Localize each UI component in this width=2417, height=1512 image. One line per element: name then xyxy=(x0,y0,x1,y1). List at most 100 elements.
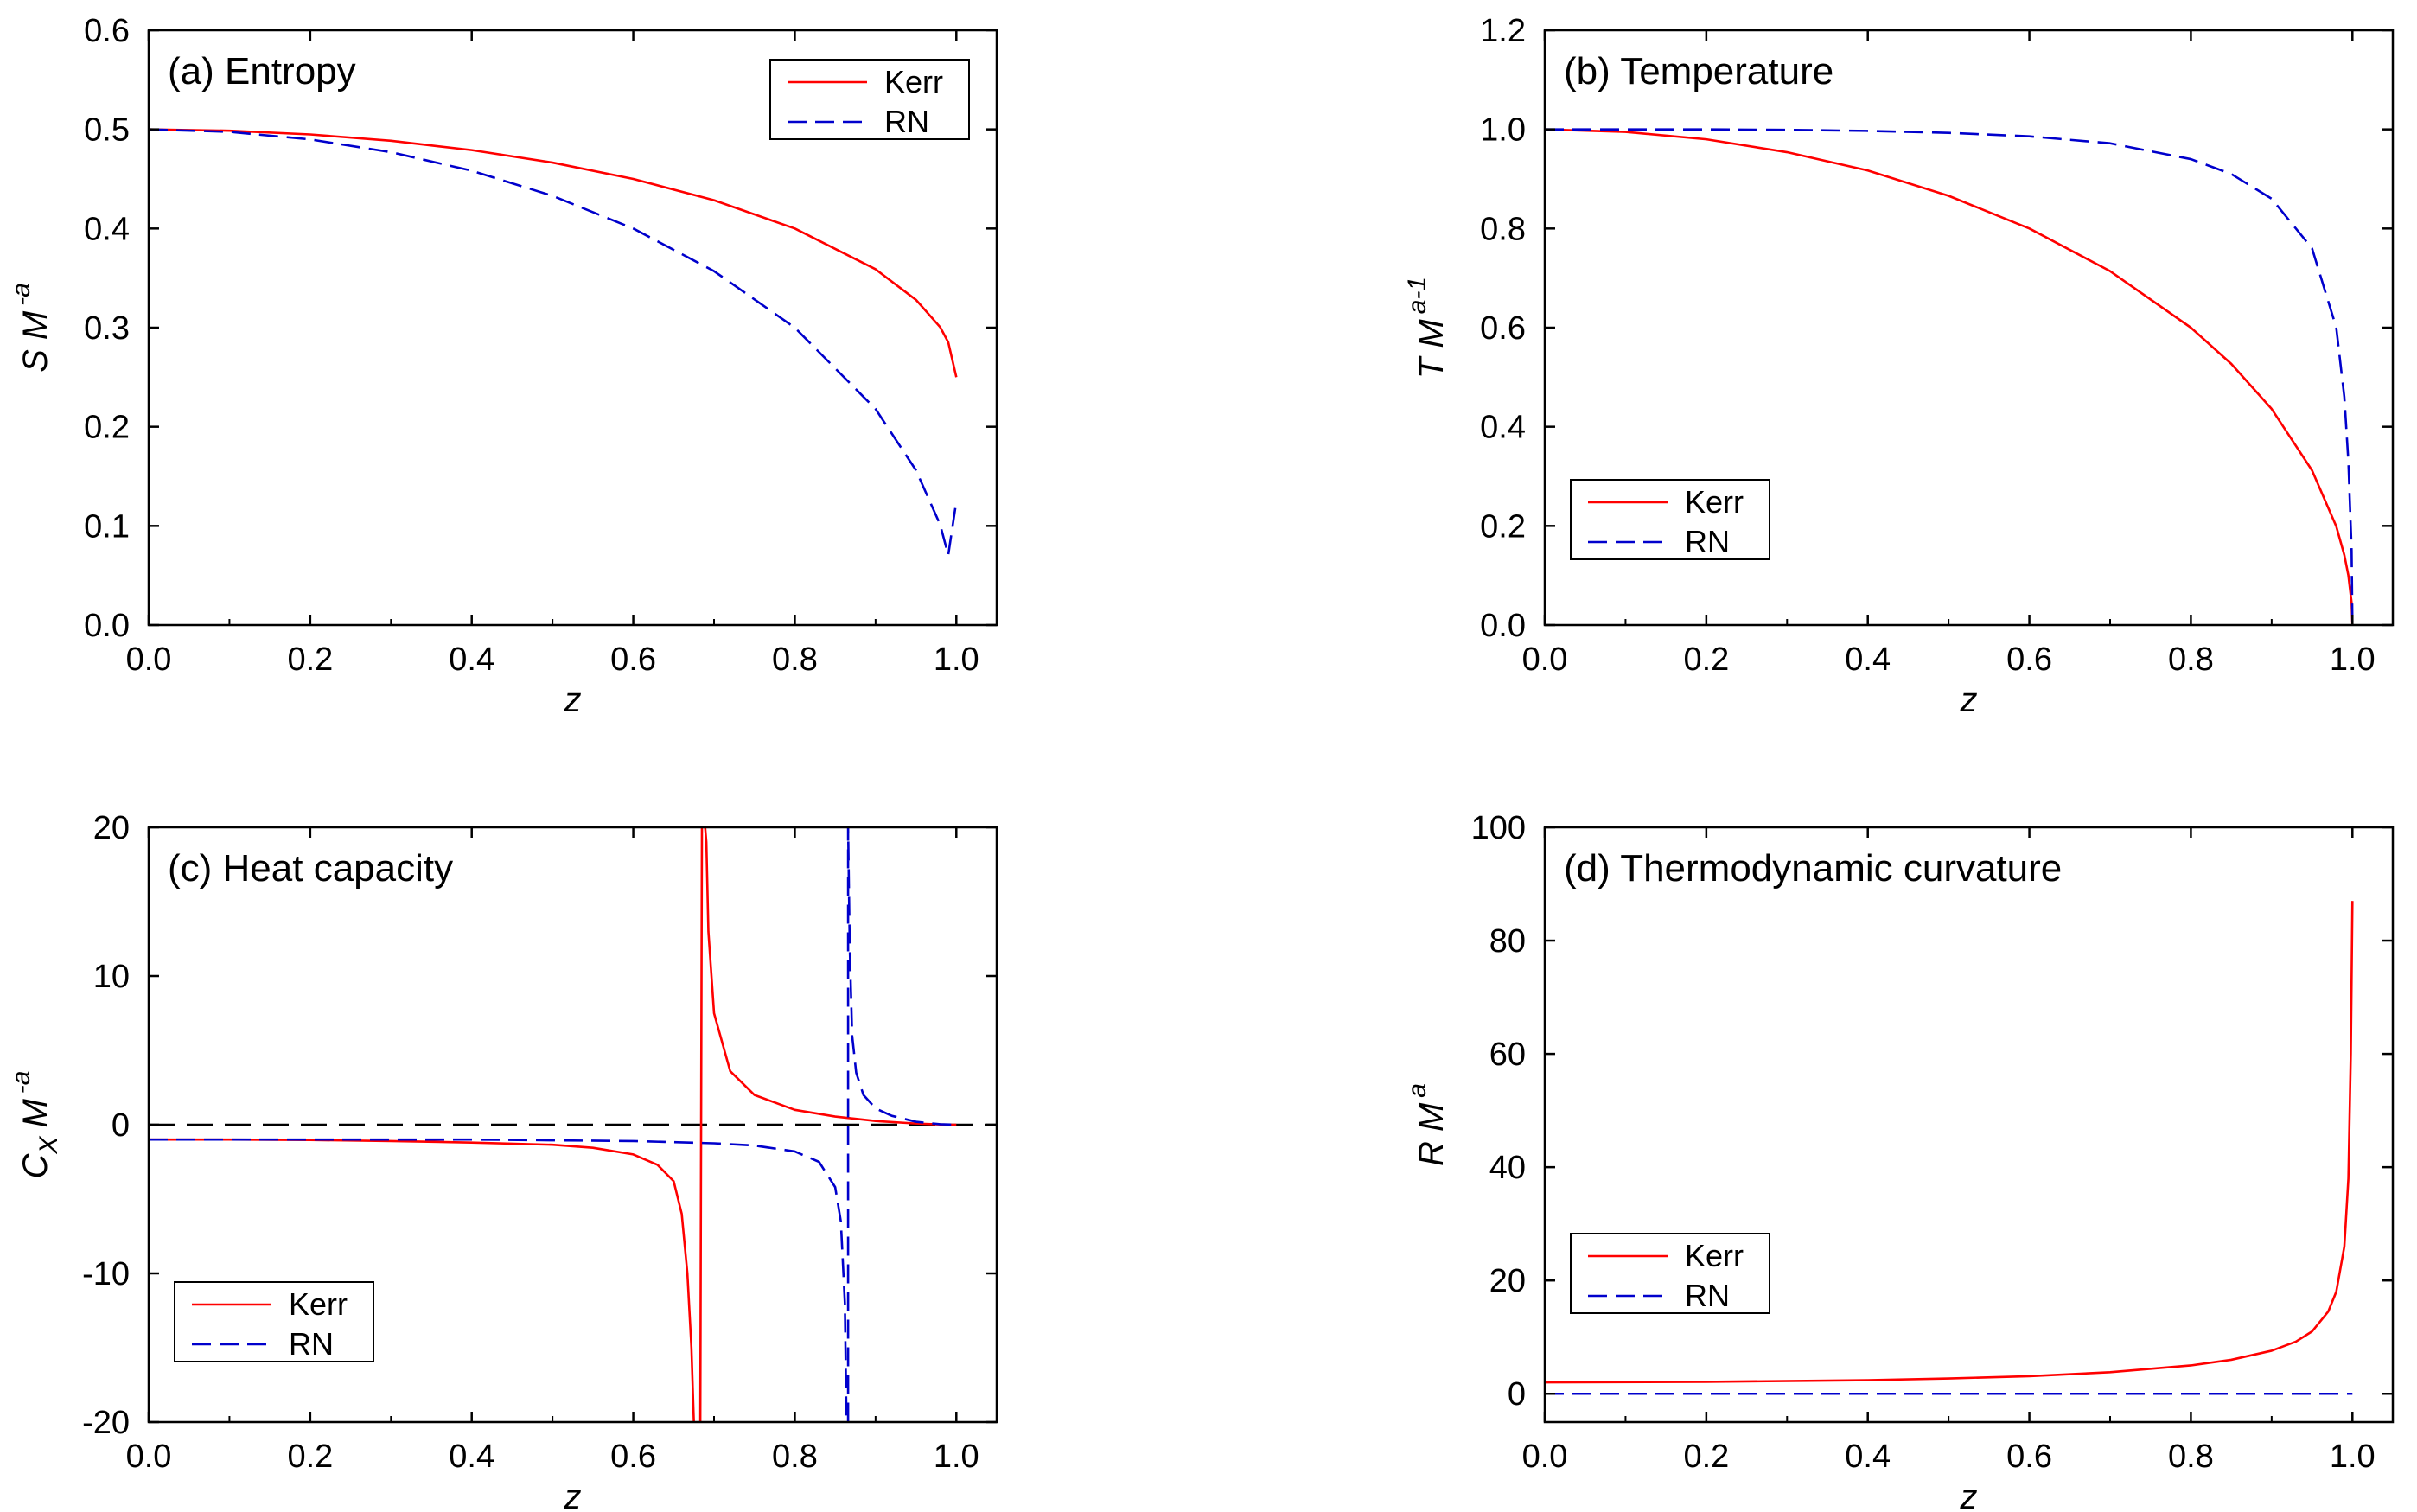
legend-label-kerr: Kerr xyxy=(1685,484,1744,520)
series-line-rn xyxy=(149,128,958,557)
legend-box xyxy=(174,1281,374,1362)
x-tick-label: 0.4 xyxy=(1845,641,1891,678)
y-label-base: S M xyxy=(16,310,54,373)
x-axis-label: z xyxy=(1960,1478,1978,1512)
y-tick-label: 0.6 xyxy=(1480,310,1526,347)
legend-box xyxy=(1570,479,1770,560)
y-tick-label: 0.2 xyxy=(1480,508,1526,545)
y-label-superscript: -a xyxy=(7,1071,35,1094)
panel-a: 0.0 0.2 0.4 0.6 0.8 1.0 0.0 0.1 0.2 0.3 0.4 0.5 0.6 z… xyxy=(7,13,998,719)
x-tick-label: 0.8 xyxy=(772,1439,818,1475)
y-tick-label: 40 xyxy=(1489,1150,1526,1186)
y-label-base-2: M xyxy=(16,1099,54,1128)
y-axis-label: T M a-1 xyxy=(1403,277,1451,379)
legend-label-rn: RN xyxy=(1685,524,1730,559)
y-tick-label: 1.0 xyxy=(1480,112,1526,149)
y-label-base: C xyxy=(16,1152,54,1178)
x-tick-label: 0.6 xyxy=(610,641,656,678)
x-tick-label: 0.0 xyxy=(1522,1439,1568,1475)
y-tick-label: 60 xyxy=(1489,1037,1526,1073)
legend: Kerr RN xyxy=(1570,479,1770,560)
y-tick-label: 100 xyxy=(1471,810,1526,846)
y-axis-label: S M -a xyxy=(7,283,54,373)
legend: Kerr RN xyxy=(769,59,970,140)
legend: Kerr RN xyxy=(1570,1233,1770,1314)
panel-title: (b) Temperature xyxy=(1564,50,1833,93)
x-tick-label: 0.8 xyxy=(2168,641,2214,678)
y-tick-label: 0.2 xyxy=(84,410,130,446)
y-label-base: T M xyxy=(1413,319,1451,380)
panel-title: (d) Thermodynamic curvature xyxy=(1564,847,2062,890)
y-tick-label: 10 xyxy=(93,959,130,995)
x-tick-label: 0.4 xyxy=(449,1439,494,1475)
panel-title: (c) Heat capacity xyxy=(168,847,453,890)
series-line-kerr xyxy=(1545,128,2354,625)
y-axis-label: R M a xyxy=(1403,1083,1451,1166)
legend-label-kerr: Kerr xyxy=(884,64,943,99)
y-tick-label: 0 xyxy=(112,1107,130,1144)
x-tick-label: 1.0 xyxy=(934,641,979,678)
y-tick-label: 0 xyxy=(1508,1376,1526,1413)
y-label-superscript: a-1 xyxy=(1403,277,1432,314)
y-tick-label: -10 xyxy=(82,1256,130,1292)
y-axis-label: CXM -a xyxy=(7,1071,63,1179)
panel-b: 0.0 0.2 0.4 0.6 0.8 1.0 0.0 0.2 0.4 0.6 0.8 1.0 1.2 z… xyxy=(1403,13,2395,719)
x-tick-label: 0.4 xyxy=(1845,1439,1891,1475)
legend-label-rn: RN xyxy=(1685,1278,1730,1313)
x-tick-label: 0.0 xyxy=(1522,641,1568,678)
panel-title: (a) Entropy xyxy=(168,50,356,93)
y-tick-label: 20 xyxy=(1489,1263,1526,1299)
x-tick-label: 0.6 xyxy=(610,1439,656,1475)
y-tick-label: 0.4 xyxy=(1480,410,1526,446)
x-tick-label: 0.0 xyxy=(126,1439,172,1475)
series-group xyxy=(1545,128,2354,625)
y-label-superscript: -a xyxy=(7,283,35,306)
series-group xyxy=(1545,901,2354,1395)
legend-label-kerr: Kerr xyxy=(1685,1238,1744,1273)
legend-label-rn: RN xyxy=(289,1326,334,1362)
series-line-kerr xyxy=(1545,901,2354,1384)
series-line-rn xyxy=(1545,128,2354,625)
x-tick-label: 0.6 xyxy=(2006,1439,2052,1475)
y-tick-label: 0.3 xyxy=(84,310,130,347)
plot-frame xyxy=(1543,826,2395,1424)
series-group xyxy=(149,128,958,557)
y-tick-label: 0.8 xyxy=(1480,211,1526,247)
y-tick-label: 0.0 xyxy=(84,608,130,644)
panel-c: 0.0 0.2 0.4 0.6 0.8 1.0 -20 -10 0 10 20 z CXM -a (c) H… xyxy=(7,810,998,1512)
series-line-kerr xyxy=(149,128,958,378)
x-tick-label: 1.0 xyxy=(934,1439,979,1475)
legend: Kerr RN xyxy=(174,1281,374,1362)
x-tick-label: 1.0 xyxy=(2330,1439,2376,1475)
x-axis-label: z xyxy=(1960,681,1978,719)
series-group xyxy=(149,827,957,1422)
x-tick-label: 0.8 xyxy=(2168,1439,2214,1475)
y-tick-label: 20 xyxy=(93,810,130,846)
y-label-superscript: a xyxy=(1403,1083,1432,1098)
y-tick-label: 0.6 xyxy=(84,13,130,49)
y-label-base: R M xyxy=(1413,1102,1451,1166)
x-tick-label: 0.2 xyxy=(1683,641,1729,678)
legend-box xyxy=(769,59,970,140)
legend-label-kerr: Kerr xyxy=(289,1286,348,1322)
series-line-rn xyxy=(149,827,957,1422)
x-tick-label: 0.8 xyxy=(772,641,818,678)
x-tick-label: 0.0 xyxy=(126,641,172,678)
y-label-subscript: X xyxy=(35,1136,63,1155)
y-tick-label: 1.2 xyxy=(1480,13,1526,49)
x-tick-label: 0.2 xyxy=(287,641,333,678)
y-tick-label: -20 xyxy=(82,1405,130,1441)
x-axis-label: z xyxy=(564,1478,582,1512)
x-tick-label: 1.0 xyxy=(2330,641,2376,678)
x-tick-label: 0.4 xyxy=(449,641,494,678)
x-tick-label: 0.6 xyxy=(2006,641,2052,678)
y-tick-label: 0.4 xyxy=(84,211,130,247)
y-tick-label: 0.1 xyxy=(84,508,130,545)
legend-label-rn: RN xyxy=(884,104,929,139)
y-tick-label: 0.5 xyxy=(84,112,130,149)
panel-d: 0.0 0.2 0.4 0.6 0.8 1.0 0 20 40 60 80 100 z R M a (d) T… xyxy=(1403,810,2395,1512)
legend-box xyxy=(1570,1233,1770,1314)
x-axis-label: z xyxy=(564,681,582,719)
y-tick-label: 0.0 xyxy=(1480,608,1526,644)
